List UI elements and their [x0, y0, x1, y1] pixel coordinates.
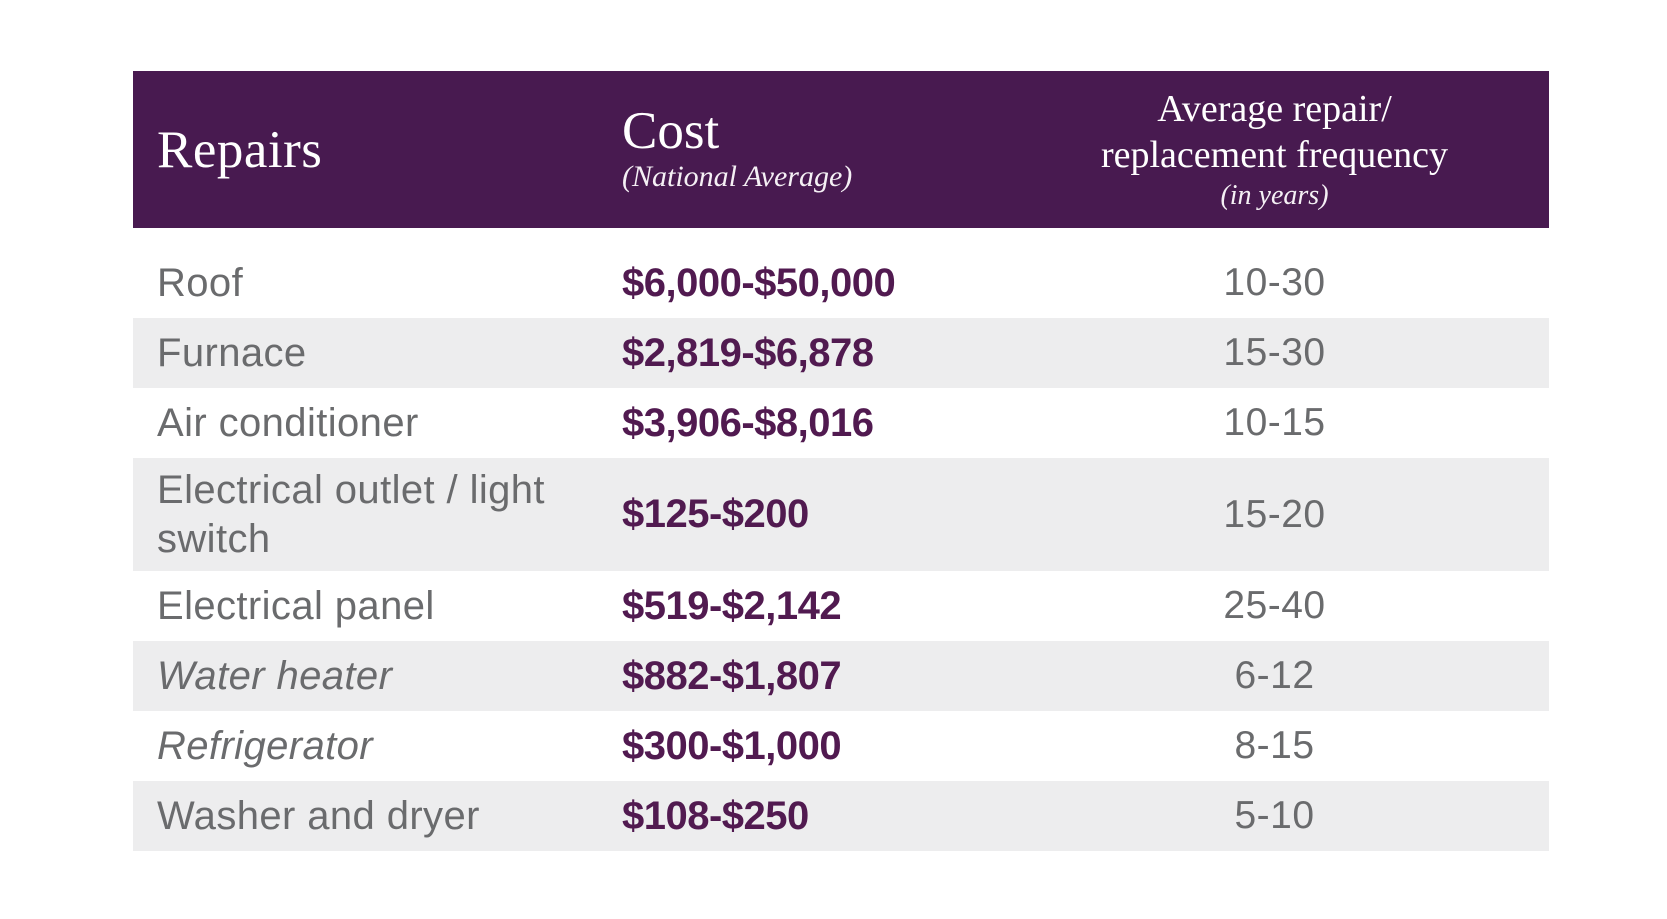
repair-frequency: 15-20: [1223, 492, 1326, 536]
header-cost: Cost (National Average): [622, 104, 1000, 196]
header-frequency-line1: Average repair/: [1157, 87, 1392, 130]
table-row-water-heater: Water heater $882-$1,807 6-12: [133, 641, 1549, 711]
repair-cost: $125-$200: [622, 492, 809, 536]
repair-frequency: 5-10: [1234, 794, 1315, 837]
table-row-refrigerator: Refrigerator $300-$1,000 8-15: [133, 711, 1549, 781]
repair-name: Air conditioner: [157, 400, 419, 445]
header-gap: [133, 228, 1549, 248]
repair-name: Washer and dryer: [157, 793, 480, 838]
repairs-cost-table: Repairs Cost (National Average) Average …: [133, 71, 1549, 851]
table-row-roof: Roof $6,000-$50,000 10-30: [133, 248, 1549, 318]
repair-cost: $300-$1,000: [622, 723, 842, 768]
repair-cost: $108-$250: [622, 793, 809, 838]
table-row-electrical-outlet: Electrical outlet / light switch $125-$2…: [133, 458, 1549, 571]
repair-name: Electrical outlet / light switch: [157, 467, 545, 561]
repair-frequency: 8-15: [1234, 724, 1315, 767]
repair-frequency: 10-15: [1223, 401, 1326, 444]
header-frequency-line2: replacement frequency: [1100, 134, 1449, 176]
table-header-row: Repairs Cost (National Average) Average …: [133, 71, 1549, 228]
header-repairs: Repairs: [157, 120, 323, 179]
repair-cost: $6,000-$50,000: [622, 260, 896, 305]
table-row-electrical-panel: Electrical panel $519-$2,142 25-40: [133, 571, 1549, 641]
repair-name: Water heater: [157, 653, 393, 698]
repair-name: Electrical panel: [157, 583, 435, 628]
table-row-air-conditioner: Air conditioner $3,906-$8,016 10-15: [133, 388, 1549, 458]
repair-name: Roof: [157, 260, 244, 305]
header-cost-subtitle: (National Average): [622, 159, 853, 193]
repair-cost: $882-$1,807: [622, 653, 842, 698]
header-frequency: Average repair/ replacement frequency (i…: [1000, 86, 1549, 214]
repair-frequency: 6-12: [1234, 654, 1315, 697]
repair-cost: $519-$2,142: [622, 583, 842, 628]
table-row-washer-dryer: Washer and dryer $108-$250 5-10: [133, 781, 1549, 851]
table-row-furnace: Furnace $2,819-$6,878 15-30: [133, 318, 1549, 388]
repair-frequency: 25-40: [1223, 584, 1326, 627]
repair-name: Furnace: [157, 330, 307, 375]
repair-cost: $3,906-$8,016: [622, 400, 874, 445]
repair-cost: $2,819-$6,878: [622, 330, 874, 375]
repair-name: Refrigerator: [157, 723, 373, 768]
header-cost-title: Cost: [622, 101, 720, 160]
repair-frequency: 10-30: [1223, 261, 1326, 304]
header-frequency-subtitle: (in years): [1220, 180, 1329, 212]
repair-frequency: 15-30: [1223, 331, 1326, 374]
